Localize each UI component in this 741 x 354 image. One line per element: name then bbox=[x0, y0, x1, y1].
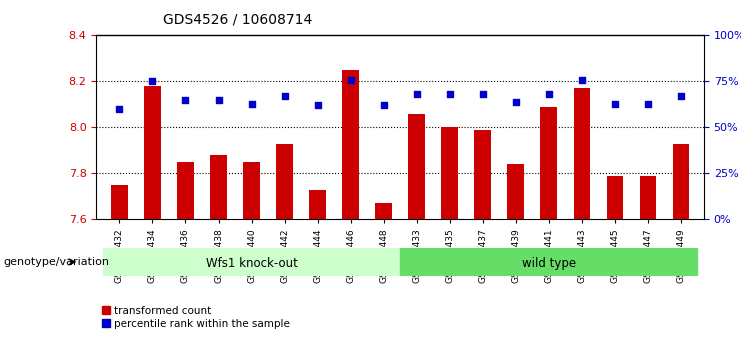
Bar bbox=[342, 70, 359, 219]
Point bbox=[510, 99, 522, 104]
Point bbox=[378, 103, 390, 108]
Bar bbox=[540, 107, 557, 219]
Point bbox=[642, 101, 654, 106]
Point bbox=[675, 93, 687, 99]
Bar bbox=[442, 127, 458, 219]
Bar bbox=[508, 164, 524, 219]
Point bbox=[113, 106, 125, 112]
Point bbox=[345, 77, 356, 82]
Bar bbox=[243, 162, 260, 219]
Bar bbox=[144, 86, 161, 219]
Point bbox=[179, 97, 191, 103]
Bar bbox=[210, 155, 227, 219]
Bar bbox=[474, 130, 491, 219]
Bar bbox=[276, 143, 293, 219]
Text: Wfs1 knock-out: Wfs1 knock-out bbox=[205, 257, 297, 270]
Point bbox=[543, 91, 555, 97]
Bar bbox=[103, 248, 400, 276]
Bar bbox=[673, 143, 689, 219]
Bar bbox=[607, 176, 623, 219]
Text: GDS4526 / 10608714: GDS4526 / 10608714 bbox=[163, 12, 312, 26]
Bar bbox=[309, 189, 326, 219]
Bar bbox=[574, 88, 590, 219]
Point bbox=[609, 101, 621, 106]
Point bbox=[213, 97, 225, 103]
Point bbox=[444, 91, 456, 97]
Point bbox=[476, 91, 488, 97]
Point bbox=[147, 79, 159, 84]
Bar bbox=[639, 176, 656, 219]
Bar bbox=[400, 248, 697, 276]
Text: genotype/variation: genotype/variation bbox=[4, 257, 110, 267]
Point bbox=[312, 103, 324, 108]
Bar bbox=[408, 114, 425, 219]
Text: wild type: wild type bbox=[522, 257, 576, 270]
Point bbox=[245, 101, 257, 106]
Point bbox=[576, 77, 588, 82]
Point bbox=[411, 91, 422, 97]
Bar bbox=[177, 162, 193, 219]
Bar bbox=[376, 203, 392, 219]
Bar bbox=[111, 185, 127, 219]
Point bbox=[279, 93, 290, 99]
Legend: transformed count, percentile rank within the sample: transformed count, percentile rank withi… bbox=[102, 306, 290, 329]
